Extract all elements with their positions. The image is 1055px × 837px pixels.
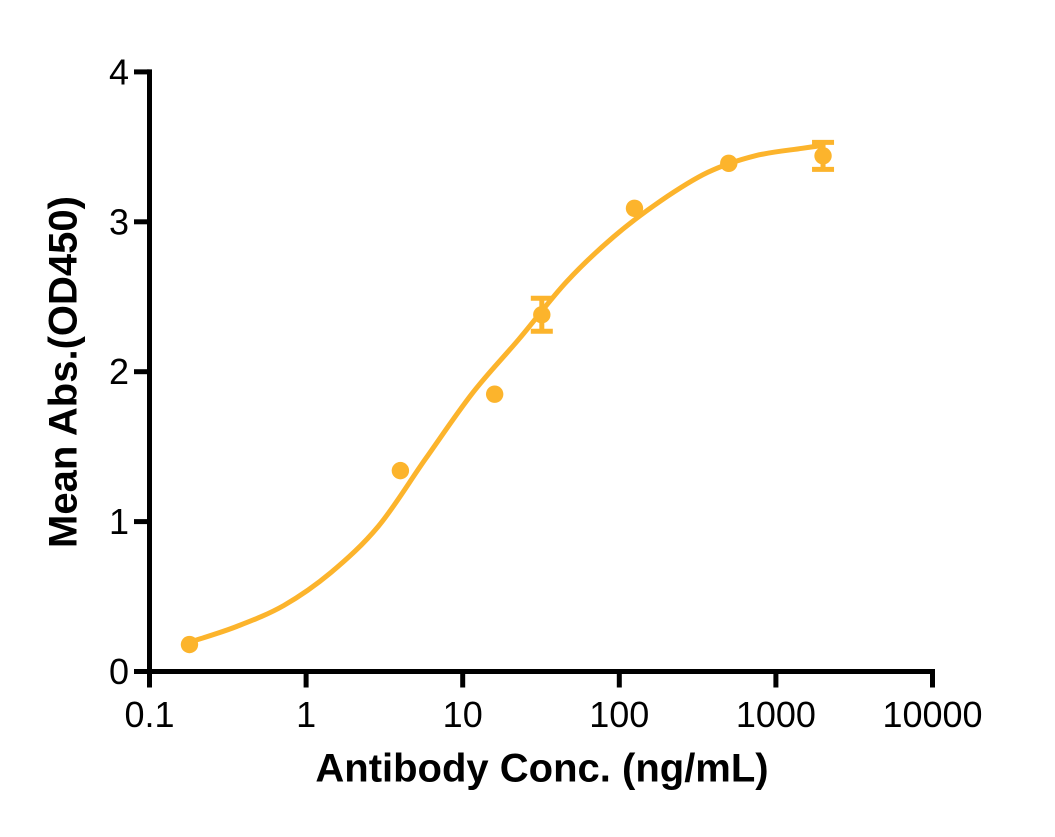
x-tick-label: 0.1 bbox=[124, 694, 174, 735]
y-tick-label: 4 bbox=[109, 51, 129, 92]
x-tick-label: 1 bbox=[296, 694, 316, 735]
data-point bbox=[625, 199, 644, 218]
data-point bbox=[814, 147, 832, 165]
y-tick-label: 1 bbox=[109, 501, 129, 542]
x-tick-label: 10000 bbox=[882, 694, 982, 735]
x-tick-label: 10 bbox=[443, 694, 483, 735]
x-tick-label: 100 bbox=[589, 694, 649, 735]
y-axis-label: Mean Abs.(OD450) bbox=[41, 196, 86, 548]
y-tick-label: 3 bbox=[109, 201, 129, 242]
data-point bbox=[485, 385, 504, 403]
y-tick-label: 2 bbox=[109, 351, 129, 392]
x-axis-label: Antibody Conc. (ng/mL) bbox=[315, 746, 769, 791]
y-tick-label: 0 bbox=[109, 651, 129, 692]
data-point bbox=[180, 635, 199, 654]
data-point bbox=[391, 461, 410, 480]
fit-curve bbox=[187, 142, 826, 645]
data-point bbox=[720, 154, 738, 173]
data-point bbox=[533, 306, 551, 324]
x-tick-label: 1000 bbox=[736, 694, 816, 735]
